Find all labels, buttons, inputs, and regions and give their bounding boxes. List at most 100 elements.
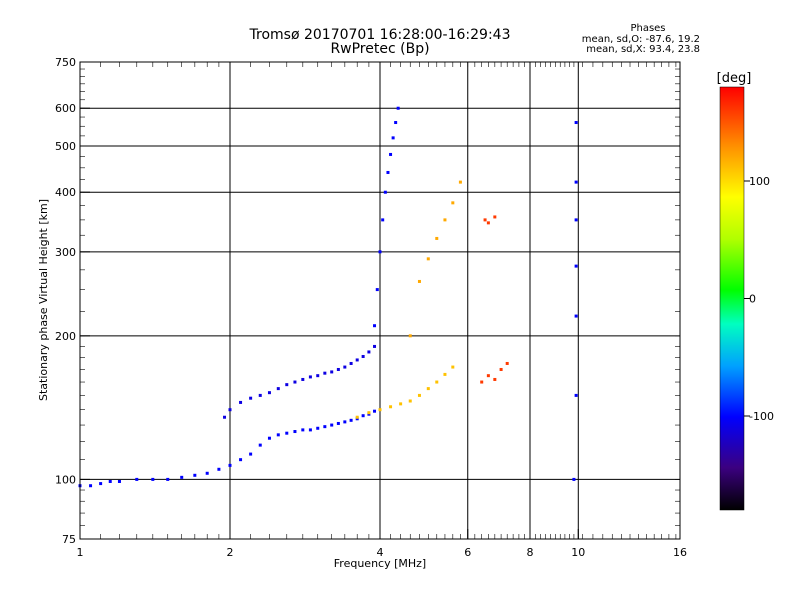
- data-point: [574, 264, 578, 268]
- data-point: [458, 180, 462, 184]
- data-point: [249, 452, 253, 456]
- data-point: [316, 374, 320, 378]
- data-point: [451, 201, 455, 205]
- data-point: [239, 400, 243, 404]
- data-point: [572, 477, 576, 481]
- data-point: [316, 426, 320, 430]
- data-point: [483, 218, 487, 222]
- data-point: [330, 423, 334, 427]
- data-points: [78, 106, 578, 488]
- stats-x: mean, sd,X: 93.4, 23.8: [586, 44, 700, 55]
- data-point: [349, 418, 353, 422]
- colorbar-ticks: 100 0 -100: [744, 175, 774, 423]
- data-point: [249, 396, 253, 400]
- y-tick-label: 200: [55, 330, 76, 343]
- colorbar-tick-label: -100: [749, 410, 774, 423]
- data-point: [408, 334, 412, 338]
- data-point: [180, 475, 184, 479]
- y-tick-label: 100: [55, 473, 76, 486]
- data-point: [308, 375, 312, 379]
- data-point: [451, 365, 455, 369]
- data-point: [378, 408, 382, 412]
- data-point: [135, 477, 139, 481]
- data-point: [367, 412, 371, 416]
- data-point: [381, 218, 385, 222]
- data-point: [367, 350, 371, 354]
- data-point: [301, 377, 305, 381]
- y-tick-label: 500: [55, 140, 76, 153]
- data-point: [505, 361, 509, 365]
- data-point: [330, 370, 334, 374]
- data-point: [399, 402, 403, 406]
- data-point: [361, 414, 365, 418]
- data-point: [267, 391, 271, 395]
- data-point: [417, 393, 421, 397]
- data-point: [493, 215, 497, 219]
- data-point: [301, 428, 305, 432]
- data-point: [486, 221, 490, 225]
- data-point: [293, 430, 297, 434]
- data-point: [480, 380, 484, 384]
- data-point: [166, 477, 170, 481]
- data-point: [443, 218, 447, 222]
- data-point: [217, 467, 221, 471]
- y-tick-label: 300: [55, 246, 76, 259]
- data-point: [108, 479, 112, 483]
- data-point: [378, 250, 382, 254]
- y-tick-label: 75: [62, 533, 76, 546]
- x-axis: 1 2 4 6 8 10 16: [77, 62, 687, 559]
- data-point: [375, 288, 379, 292]
- x-tick-label: 16: [673, 546, 687, 559]
- y-axis: 75 100 200 300 400 500 600 750: [55, 56, 680, 546]
- data-point: [408, 399, 412, 403]
- data-point: [396, 106, 400, 110]
- data-point: [574, 393, 578, 397]
- data-point: [117, 479, 121, 483]
- data-point: [373, 344, 377, 348]
- data-point: [391, 136, 395, 140]
- data-point: [276, 433, 280, 437]
- colorbar-tick-label: 0: [749, 293, 756, 306]
- data-point: [394, 121, 398, 125]
- data-point: [574, 121, 578, 125]
- data-point: [443, 372, 447, 376]
- data-point: [343, 365, 347, 369]
- data-point: [343, 420, 347, 424]
- data-point: [355, 417, 359, 421]
- data-point: [258, 393, 262, 397]
- data-point: [349, 361, 353, 365]
- data-point: [267, 436, 271, 440]
- data-point: [293, 380, 297, 384]
- data-point: [276, 387, 280, 391]
- colorbar-label: [deg]: [717, 71, 752, 86]
- data-point: [417, 279, 421, 283]
- data-point: [99, 482, 103, 486]
- x-tick-label: 8: [527, 546, 534, 559]
- data-point: [373, 324, 377, 328]
- data-point: [499, 367, 503, 371]
- data-point: [435, 236, 439, 240]
- data-point: [383, 190, 387, 194]
- grid: [80, 62, 680, 539]
- x-tick-label: 6: [464, 546, 471, 559]
- y-tick-label: 750: [55, 56, 76, 69]
- data-point: [389, 405, 393, 409]
- data-point: [228, 463, 232, 467]
- data-point: [373, 409, 377, 413]
- data-point: [323, 425, 327, 429]
- data-point: [426, 387, 430, 391]
- data-point: [574, 314, 578, 318]
- data-point: [285, 431, 289, 435]
- data-point: [574, 218, 578, 222]
- y-tick-label: 600: [55, 102, 76, 115]
- colorbar-tick-label: 100: [749, 175, 770, 188]
- x-tick-label: 1: [77, 546, 84, 559]
- data-point: [574, 180, 578, 184]
- data-point: [435, 380, 439, 384]
- data-point: [493, 377, 497, 381]
- data-point: [258, 443, 262, 447]
- stats-title: Phases: [630, 23, 665, 34]
- data-point: [361, 354, 365, 358]
